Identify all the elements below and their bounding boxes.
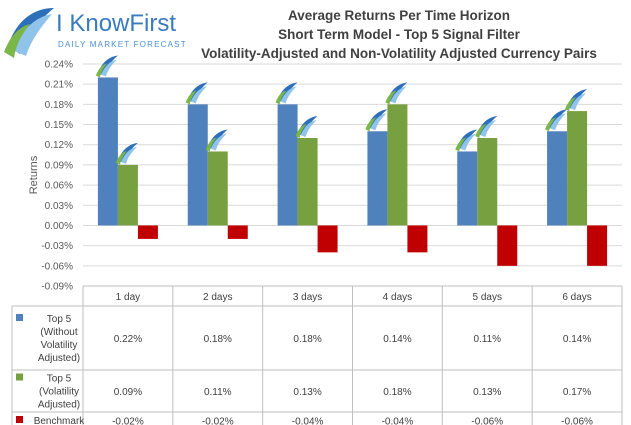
- data-label: 0.11%: [204, 387, 232, 398]
- x-category-label: 6 days: [562, 292, 591, 303]
- bar: [547, 131, 568, 226]
- x-category-label: 4 days: [383, 292, 412, 303]
- bar: [387, 104, 408, 226]
- knowfirst-leaf-icon: [475, 116, 498, 138]
- data-label: 0.11%: [473, 334, 501, 345]
- bar: [277, 104, 298, 226]
- legend-label: Top 5: [47, 314, 72, 325]
- knowfirst-leaf-icon: [385, 82, 408, 105]
- bar: [187, 104, 208, 226]
- bar: [497, 225, 518, 266]
- bar: [587, 225, 608, 266]
- data-label: 0.18%: [204, 334, 232, 345]
- bar: [477, 138, 498, 226]
- y-tick-label: -0.03%: [41, 241, 73, 252]
- y-tick-label: -0.09%: [41, 282, 73, 293]
- bar: [207, 151, 228, 226]
- y-axis-title: Returns: [28, 155, 40, 194]
- knowfirst-leaf-icon: [205, 129, 228, 152]
- bar: [97, 77, 118, 226]
- knowfirst-leaf-icon: [565, 89, 588, 112]
- legend-label: (Volatility: [39, 387, 79, 398]
- y-tick-label: 0.12%: [45, 140, 73, 151]
- knowfirst-leaf-icon: [115, 142, 138, 165]
- knowfirst-leaf-icon: [95, 55, 118, 78]
- bar: [367, 131, 388, 226]
- bar: [567, 111, 588, 226]
- chart-title-line-2: Short Term Model - Top 5 Signal Filter: [278, 27, 520, 42]
- bar: [317, 225, 338, 253]
- data-label: 0.14%: [563, 334, 591, 345]
- legend-label: Top 5: [47, 374, 72, 385]
- data-label: -0.04%: [292, 417, 324, 425]
- bar: [457, 151, 478, 226]
- x-category-label: 3 days: [293, 292, 322, 303]
- knowfirst-leaf-icon: [455, 129, 478, 152]
- legend-label: Adjusted): [38, 353, 80, 364]
- data-label: -0.06%: [561, 417, 593, 425]
- logo-tagline: DAILY MARKET FORECAST: [58, 40, 187, 49]
- data-label: 0.17%: [563, 387, 591, 398]
- legend-label: Benchmark: [34, 416, 86, 425]
- y-tick-label: 0.18%: [45, 100, 73, 111]
- y-tick-label: 0.09%: [45, 160, 73, 171]
- data-label: 0.14%: [383, 334, 411, 345]
- bar: [297, 138, 318, 226]
- legend-swatch: [16, 373, 23, 381]
- data-label: 0.18%: [383, 387, 411, 398]
- logo-name: I KnowFirst: [56, 10, 177, 37]
- y-tick-label: 0.21%: [45, 80, 73, 91]
- bar: [137, 225, 158, 239]
- bar: [407, 225, 428, 253]
- y-tick-label: 0.00%: [45, 221, 73, 232]
- x-category-label: 1 day: [116, 292, 140, 303]
- data-label: -0.06%: [471, 417, 503, 425]
- x-category-label: 5 days: [473, 292, 502, 303]
- knowfirst-leaf-icon: [275, 82, 298, 105]
- chart-title-line-1: Average Returns Per Time Horizon: [287, 8, 511, 23]
- legend-swatch: [16, 314, 23, 321]
- data-label: 0.13%: [473, 387, 501, 398]
- data-label: -0.04%: [382, 417, 414, 425]
- x-category-label: 2 days: [203, 292, 232, 303]
- legend-label: Adjusted): [38, 400, 80, 411]
- y-tick-label: 0.15%: [45, 120, 73, 131]
- y-tick-label: 0.06%: [45, 181, 73, 192]
- bar: [117, 164, 138, 226]
- data-label: 0.13%: [293, 387, 321, 398]
- data-label: -0.02%: [202, 417, 234, 425]
- legend-label: (Without: [40, 327, 77, 338]
- chart-title-line-3: Volatility-Adjusted and Non-Volatility A…: [201, 46, 597, 61]
- knowfirst-leaf-icon: [365, 109, 388, 132]
- legend-label: Volatility: [41, 340, 78, 351]
- knowfirst-logo-icon: [4, 8, 54, 58]
- y-tick-label: -0.06%: [41, 261, 73, 272]
- knowfirst-leaf-icon: [185, 82, 208, 105]
- data-label: 0.09%: [114, 387, 142, 398]
- y-tick-label: 0.24%: [45, 60, 73, 71]
- legend-swatch: [16, 416, 23, 423]
- bar: [227, 225, 248, 239]
- data-label: 0.22%: [114, 334, 142, 345]
- data-label: -0.02%: [112, 417, 144, 425]
- knowfirst-leaf-icon: [545, 109, 568, 132]
- data-label: 0.18%: [293, 334, 321, 345]
- knowfirst-leaf-icon: [295, 116, 318, 138]
- y-tick-label: 0.03%: [45, 201, 73, 212]
